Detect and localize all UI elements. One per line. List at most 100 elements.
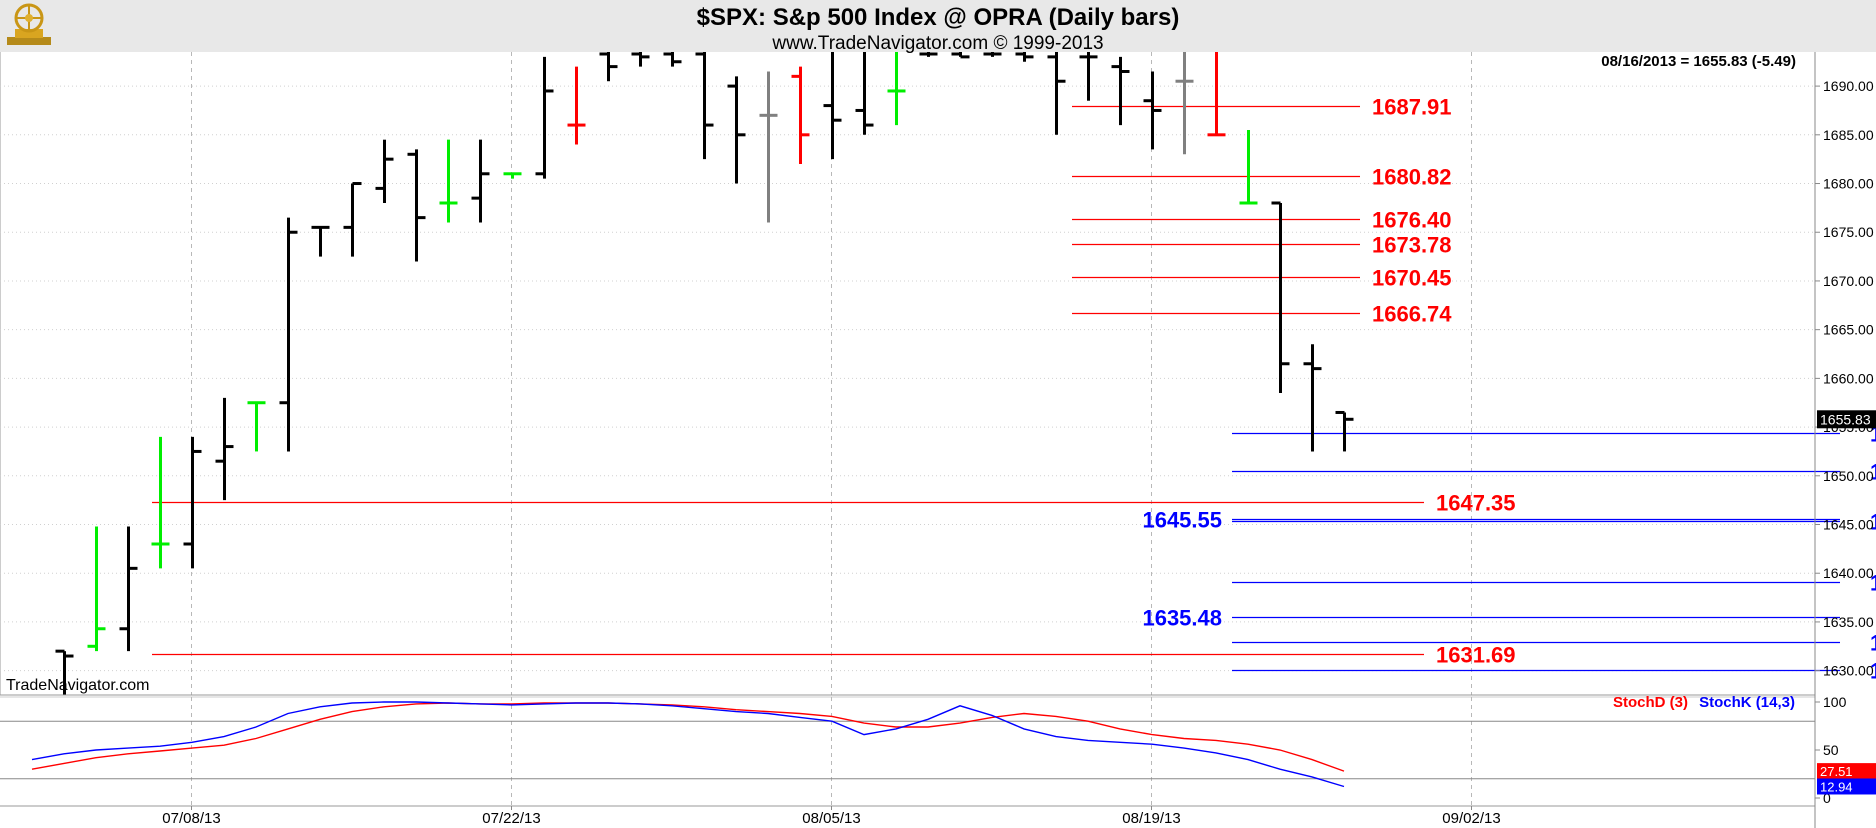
- stoch-last-label: 12.94: [1820, 779, 1853, 794]
- y-tick-label: 1650.00: [1823, 468, 1874, 484]
- x-tick-label: 08/19/13: [1122, 810, 1180, 827]
- legend-stochk: StochK (14,3): [1699, 694, 1795, 711]
- ohlc-bar: [855, 52, 874, 135]
- stoch-y-tick-label: 0: [1823, 790, 1831, 806]
- stoch-last-label: 27.51: [1820, 764, 1853, 779]
- x-tick-label: 09/02/13: [1442, 810, 1500, 827]
- y-tick-label: 1665.00: [1823, 322, 1874, 338]
- stoch-series-line: [31, 701, 1345, 788]
- level-label: 1632.92: [1870, 631, 1876, 656]
- stoch-series-line: [31, 702, 1345, 772]
- level-label: 1635.48: [1142, 606, 1222, 631]
- ohlc-bar: [279, 217, 298, 452]
- header-band: [0, 0, 1876, 52]
- level-label: 1639.10: [1870, 571, 1876, 596]
- y-tick-label: 1675.00: [1823, 224, 1874, 240]
- ohlc-bar: [1207, 52, 1226, 137]
- x-tick-label: 07/22/13: [482, 810, 540, 827]
- last-info-label: 08/16/2013 = 1655.83 (-5.49): [1601, 53, 1796, 70]
- y-tick-label: 1670.00: [1823, 273, 1874, 289]
- level-label: 1670.45: [1372, 266, 1452, 291]
- ohlc-bar: [1111, 56, 1130, 126]
- level-label: 1645.55: [1142, 508, 1222, 533]
- level-label: 1673.78: [1372, 233, 1452, 258]
- ohlc-bar: [1143, 71, 1162, 150]
- ohlc-bar: [407, 149, 426, 262]
- y-tick-label: 1660.00: [1823, 370, 1874, 386]
- ohlc-bar: [663, 52, 682, 67]
- y-tick-label: 1630.00: [1823, 663, 1874, 679]
- legend-stochd: StochD (3): [1613, 694, 1688, 711]
- ohlc-bar: [1079, 52, 1098, 101]
- ohlc-bar: [439, 139, 458, 223]
- x-tick-label: 07/08/13: [162, 810, 220, 827]
- ohlc-bar: [727, 76, 746, 184]
- ohlc-bar: [471, 139, 490, 223]
- level-label: 1666.74: [1372, 302, 1452, 327]
- level-label: 1680.82: [1372, 165, 1452, 190]
- y-tick-label: 1690.00: [1823, 78, 1874, 94]
- ohlc-bar: [1303, 344, 1322, 452]
- level-label: 1630.04: [1870, 659, 1876, 684]
- ohlc-bar: [567, 66, 586, 145]
- ohlc-bar: [983, 52, 1002, 57]
- ohlc-bar: [1271, 201, 1290, 393]
- watermark-text: TradeNavigator.com: [6, 677, 149, 694]
- ohlc-bar: [919, 52, 938, 57]
- chart-subtitle: www.TradeNavigator.com © 1999-2013: [771, 33, 1103, 54]
- level-label: 1687.91: [1372, 95, 1452, 120]
- level-label: 1647.35: [1436, 491, 1516, 516]
- ohlc-bar: [1175, 52, 1194, 155]
- level-label: 1654.37: [1870, 422, 1876, 447]
- stoch-last-box: [1817, 763, 1876, 780]
- stoch-y-tick-label: 50: [1823, 742, 1839, 758]
- ohlc-bar: [887, 52, 906, 126]
- y-tick-label: 1685.00: [1823, 127, 1874, 143]
- ohlc-bar: [87, 526, 106, 652]
- ohlc-bar: [375, 139, 394, 204]
- trade-navigator-logo: [7, 3, 51, 45]
- ohlc-bar: [247, 401, 266, 452]
- ohlc-bar: [1335, 410, 1354, 452]
- y-tick-label: 1640.00: [1823, 565, 1874, 581]
- level-label: 1676.40: [1372, 208, 1452, 233]
- stoch-last-box: [1817, 778, 1876, 795]
- last-price-box: [1817, 410, 1876, 429]
- ohlc-bar: [183, 436, 202, 569]
- ohlc-bar: [1015, 52, 1034, 62]
- level-label: 1650.47: [1870, 460, 1876, 485]
- ohlc-bar: [535, 56, 554, 179]
- stochastic-grid: [0, 697, 1815, 806]
- x-axis: 07/08/13 07/22/13 08/05/13 08/19/13 09/02/13: [0, 805, 1815, 827]
- ohlc-bar: [503, 172, 522, 179]
- level-label: 1645.31: [1870, 510, 1876, 535]
- price-bars: [55, 52, 1354, 695]
- ohlc-bar: [695, 52, 714, 160]
- x-tick-label: 08/05/13: [802, 810, 860, 827]
- ohlc-bar: [311, 225, 330, 257]
- ohlc-bar: [951, 52, 970, 59]
- level-label: 1631.69: [1436, 643, 1516, 668]
- y-tick-label: 1635.00: [1823, 614, 1874, 630]
- ohlc-bar: [599, 52, 618, 82]
- stoch-y-tick-label: 100: [1823, 694, 1847, 710]
- ohlc-bar: [151, 436, 170, 569]
- ohlc-bar: [1047, 52, 1066, 135]
- ohlc-bar: [791, 66, 810, 165]
- y-tick-label: 1645.00: [1823, 517, 1874, 533]
- ohlc-bar: [1239, 129, 1258, 205]
- ohlc-bar: [55, 649, 74, 695]
- ohlc-bar: [631, 52, 650, 67]
- ohlc-bar: [215, 397, 234, 501]
- last-price-label: 1655.83: [1820, 411, 1871, 427]
- ohlc-bar: [823, 52, 842, 160]
- ohlc-bar: [119, 526, 138, 652]
- y-tick-label: 1680.00: [1823, 176, 1874, 192]
- ohlc-bar: [759, 71, 778, 223]
- ohlc-bar: [343, 182, 362, 257]
